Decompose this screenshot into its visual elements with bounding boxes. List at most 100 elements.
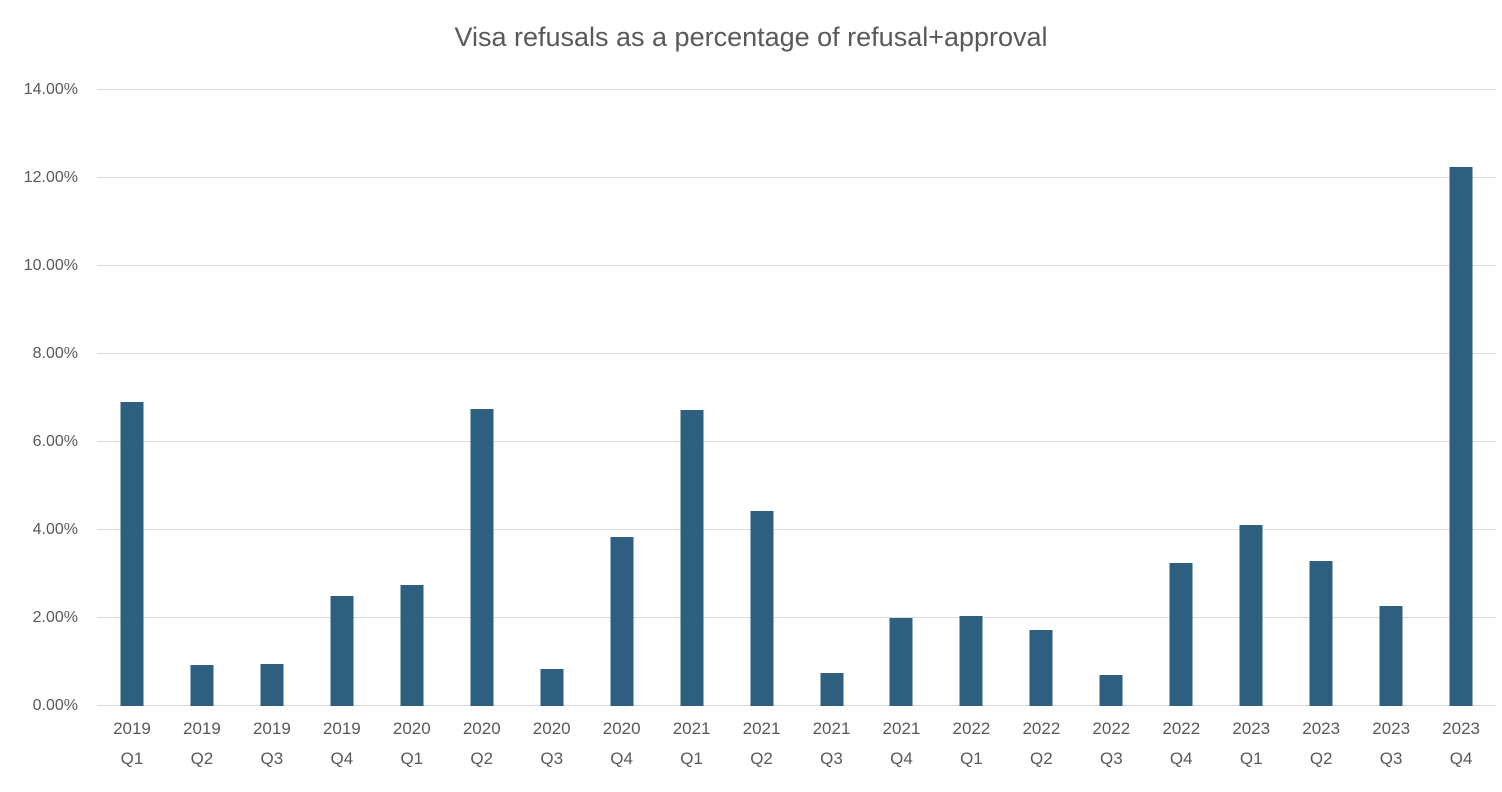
x-tick-year: 2023 <box>1302 719 1341 738</box>
x-tick-quarter: Q2 <box>470 749 494 768</box>
bar-2022-Q4 <box>1169 563 1193 706</box>
bar-2019-Q4 <box>330 595 354 706</box>
gridline-6pct <box>97 441 1496 442</box>
x-tick-year: 2020 <box>462 719 501 738</box>
bar-slot-2023-Q3 <box>1356 90 1426 706</box>
x-tick-label-2019-Q1: 2019 Q1 <box>97 714 167 774</box>
y-axis: 0.00% 2.00% 4.00% 6.00% 8.00% 10.00% 12.00% 14.… <box>0 0 78 792</box>
bar-2019-Q1 <box>120 401 144 706</box>
bar-slot-2021-Q2 <box>727 90 797 706</box>
x-tick-quarter: Q3 <box>1379 749 1403 768</box>
bar-slot-2021-Q3 <box>797 90 867 706</box>
x-tick-quarter: Q1 <box>680 749 703 768</box>
x-tick-year: 2019 <box>252 719 291 738</box>
x-tick-year: 2022 <box>1162 719 1201 738</box>
bar-2019-Q2 <box>190 665 214 706</box>
x-tick-quarter: Q1 <box>960 749 983 768</box>
bar-slot-2022-Q1 <box>936 90 1006 706</box>
x-tick-label-2020-Q1: 2020 Q1 <box>377 714 447 774</box>
x-tick-quarter: Q2 <box>190 749 214 768</box>
x-tick-year: 2023 <box>1372 719 1411 738</box>
x-tick-label-2019-Q2: 2019 Q2 <box>167 714 237 774</box>
x-tick-label-2021-Q3: 2021 Q3 <box>797 714 867 774</box>
x-tick-quarter: Q1 <box>400 749 424 768</box>
y-tick-label-8pct: 8.00% <box>32 345 78 362</box>
x-tick-year: 2022 <box>952 719 991 738</box>
bar-2022-Q1 <box>959 615 983 706</box>
gridline-10pct <box>97 265 1496 266</box>
gridline-8pct <box>97 353 1496 354</box>
x-tick-quarter: Q3 <box>820 749 843 768</box>
bar-2022-Q2 <box>1029 629 1053 706</box>
bar-slot-2023-Q2 <box>1286 90 1356 706</box>
gridline-2pct <box>97 617 1496 618</box>
x-tick-label-2023-Q4: 2023 Q4 <box>1426 714 1496 774</box>
x-tick-label-2019-Q4: 2019 Q4 <box>307 714 377 774</box>
gridline-4pct <box>97 529 1496 530</box>
x-tick-quarter: Q4 <box>610 749 633 768</box>
bar-slot-2020-Q1 <box>377 90 447 706</box>
x-axis: 2019 Q1 2019 Q2 2019 Q3 2019 Q4 2020 Q1 2020 Q2 2020… <box>97 714 1496 774</box>
x-tick-year: 2019 <box>183 719 221 738</box>
x-tick-quarter: Q3 <box>540 749 564 768</box>
x-tick-label-2022-Q1: 2022 Q1 <box>936 714 1006 774</box>
x-tick-label-2020-Q4: 2020 Q4 <box>587 714 657 774</box>
y-tick-label-2pct: 2.00% <box>32 609 78 626</box>
x-tick-label-2022-Q3: 2022 Q3 <box>1076 714 1146 774</box>
x-tick-quarter: Q4 <box>1169 749 1193 768</box>
x-tick-label-2021-Q4: 2021 Q4 <box>866 714 936 774</box>
x-tick-year: 2020 <box>532 719 571 738</box>
bar-slot-2021-Q1 <box>657 90 727 706</box>
bar-slot-2022-Q4 <box>1146 90 1216 706</box>
bar-2020-Q3 <box>540 668 564 706</box>
x-tick-year: 2021 <box>672 719 711 738</box>
plot-area <box>97 89 1496 706</box>
bar-2019-Q3 <box>260 664 284 706</box>
bar-slot-2019-Q4 <box>307 90 377 706</box>
bar-2023-Q3 <box>1379 606 1403 706</box>
x-tick-year: 2023 <box>1232 719 1271 738</box>
x-tick-year: 2020 <box>602 719 641 738</box>
y-tick-label-12pct: 12.00% <box>23 169 78 186</box>
y-tick-label-6pct: 6.00% <box>32 433 78 450</box>
x-tick-label-2023-Q1: 2023 Q1 <box>1216 714 1286 774</box>
y-tick-label-4pct: 4.00% <box>32 521 78 538</box>
x-tick-year: 2022 <box>1022 719 1061 738</box>
gridline-14pct <box>97 89 1496 90</box>
x-tick-year: 2022 <box>1092 719 1131 738</box>
bar-series <box>97 90 1496 706</box>
bar-2021-Q3 <box>820 673 843 706</box>
y-tick-label-10pct: 10.00% <box>23 257 78 274</box>
bar-2021-Q2 <box>750 511 774 706</box>
bar-slot-2020-Q2 <box>447 90 517 706</box>
x-tick-quarter: Q2 <box>1030 749 1053 768</box>
x-tick-quarter: Q3 <box>260 749 284 768</box>
x-tick-year: 2019 <box>322 719 361 738</box>
gridline-12pct <box>97 177 1496 178</box>
bar-2023-Q2 <box>1309 560 1333 706</box>
x-tick-year: 2021 <box>812 719 851 738</box>
x-tick-label-2021-Q2: 2021 Q2 <box>727 714 797 774</box>
x-tick-quarter: Q1 <box>120 749 144 768</box>
chart-title: Visa refusals as a percentage of refusal… <box>454 22 1048 52</box>
x-tick-label-2023-Q2: 2023 Q2 <box>1286 714 1356 774</box>
bar-2023-Q1 <box>1239 525 1263 706</box>
x-tick-year: 2023 <box>1442 719 1480 738</box>
bar-slot-2019-Q1 <box>97 90 167 706</box>
x-tick-quarter: Q2 <box>1309 749 1333 768</box>
x-tick-label-2019-Q3: 2019 Q3 <box>237 714 307 774</box>
bar-slot-2023-Q4 <box>1426 90 1496 706</box>
x-tick-label-2023-Q3: 2023 Q3 <box>1356 714 1426 774</box>
x-tick-label-2022-Q4: 2022 Q4 <box>1146 714 1216 774</box>
bar-2020-Q1 <box>400 584 424 706</box>
x-tick-year: 2019 <box>113 719 151 738</box>
x-tick-year: 2021 <box>882 719 921 738</box>
bar-slot-2023-Q1 <box>1216 90 1286 706</box>
x-tick-label-2020-Q2: 2020 Q2 <box>447 714 517 774</box>
gridline-0pct <box>97 705 1496 706</box>
x-tick-label-2021-Q1: 2021 Q1 <box>657 714 727 774</box>
bar-2022-Q3 <box>1099 674 1123 706</box>
x-tick-quarter: Q1 <box>1239 749 1263 768</box>
x-tick-quarter: Q3 <box>1099 749 1123 768</box>
x-tick-year: 2021 <box>742 719 781 738</box>
